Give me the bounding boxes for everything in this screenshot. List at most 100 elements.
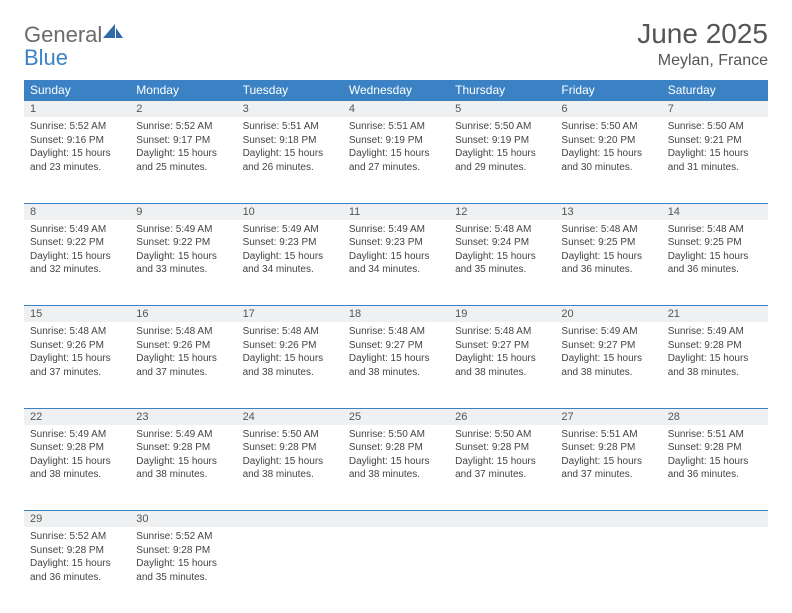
day-number: 5	[449, 101, 555, 118]
day-number: 8	[24, 203, 130, 220]
day-number: 1	[24, 101, 130, 118]
day-number: 6	[555, 101, 661, 118]
sunset-line: Sunset: 9:28 PM	[668, 441, 762, 455]
sunrise-line: Sunrise: 5:51 AM	[243, 120, 337, 134]
day-cell: Sunrise: 5:49 AMSunset: 9:28 PMDaylight:…	[24, 425, 130, 511]
brand-word-2: Blue	[24, 47, 123, 69]
sunset-line: Sunset: 9:28 PM	[136, 544, 230, 558]
weekday-header: Sunday	[24, 80, 130, 101]
day-cell: Sunrise: 5:49 AMSunset: 9:28 PMDaylight:…	[130, 425, 236, 511]
sunset-line: Sunset: 9:27 PM	[349, 339, 443, 353]
day-number: 3	[237, 101, 343, 118]
sunrise-line: Sunrise: 5:49 AM	[30, 428, 124, 442]
empty-day-number	[662, 511, 768, 528]
day-content-row: Sunrise: 5:48 AMSunset: 9:26 PMDaylight:…	[24, 322, 768, 408]
day-number: 9	[130, 203, 236, 220]
day-cell: Sunrise: 5:48 AMSunset: 9:27 PMDaylight:…	[343, 322, 449, 408]
day-number: 23	[130, 408, 236, 425]
day-number-row: 1234567	[24, 101, 768, 118]
day-cell: Sunrise: 5:50 AMSunset: 9:21 PMDaylight:…	[662, 117, 768, 203]
sunset-line: Sunset: 9:16 PM	[30, 134, 124, 148]
day-number-row: 22232425262728	[24, 408, 768, 425]
daylight-line: Daylight: 15 hours and 38 minutes.	[349, 352, 443, 379]
day-number: 21	[662, 306, 768, 323]
sunset-line: Sunset: 9:22 PM	[30, 236, 124, 250]
sunrise-line: Sunrise: 5:48 AM	[136, 325, 230, 339]
empty-day-cell	[555, 527, 661, 613]
empty-day-number	[555, 511, 661, 528]
day-content-row: Sunrise: 5:49 AMSunset: 9:22 PM Daylight:…	[24, 220, 768, 306]
daylight-line: Daylight: 15 hours and 37 minutes.	[30, 352, 124, 379]
sunrise-line: Sunrise: 5:51 AM	[561, 428, 655, 442]
daylight-line: Daylight: 15 hours and 38 minutes.	[243, 455, 337, 482]
sunset-line: Sunset: 9:28 PM	[561, 441, 655, 455]
day-number: 20	[555, 306, 661, 323]
day-number: 18	[343, 306, 449, 323]
daylight-line: Daylight: 15 hours and 36 minutes.	[30, 557, 124, 584]
daylight-line: Daylight: 15 hours and 37 minutes.	[455, 455, 549, 482]
day-cell: Sunrise: 5:50 AMSunset: 9:20 PMDaylight:…	[555, 117, 661, 203]
sunrise-line: Sunrise: 5:50 AM	[561, 120, 655, 134]
day-cell: Sunrise: 5:49 AMSunset: 9:22 PMDaylight:…	[130, 220, 236, 306]
empty-day-cell	[237, 527, 343, 613]
sunset-line: Sunset: 9:26 PM	[243, 339, 337, 353]
sunset-line: Sunset: 9:19 PM	[455, 134, 549, 148]
sunset-line: Sunset: 9:17 PM	[136, 134, 230, 148]
day-cell: Sunrise: 5:52 AMSunset: 9:28 PMDaylight:…	[24, 527, 130, 613]
sunset-line: Sunset: 9:25 PM	[561, 236, 655, 250]
day-cell: Sunrise: 5:51 AMSunset: 9:19 PMDaylight:…	[343, 117, 449, 203]
empty-day-cell	[343, 527, 449, 613]
sunrise-line: Sunrise: 5:49 AM	[561, 325, 655, 339]
sunset-line: Sunset: 9:26 PM	[30, 339, 124, 353]
sunrise-line: Sunrise: 5:50 AM	[349, 428, 443, 442]
daylight-line: Daylight: 15 hours and 36 minutes.	[668, 455, 762, 482]
daylight-line: Daylight: 15 hours and 33 minutes.	[136, 250, 230, 277]
empty-day-number	[343, 511, 449, 528]
day-number: 29	[24, 511, 130, 528]
sunrise-line: Sunrise: 5:49 AM	[30, 223, 124, 237]
sunset-line: Sunset: 9:24 PM	[455, 236, 549, 250]
sunrise-line: Sunrise: 5:48 AM	[668, 223, 762, 237]
daylight-line: Daylight: 15 hours and 26 minutes.	[243, 147, 337, 174]
sunset-line: Sunset: 9:23 PM	[243, 236, 337, 250]
daylight-line: Daylight: 15 hours and 30 minutes.	[561, 147, 655, 174]
daylight-line: Daylight: 15 hours and 23 minutes.	[30, 147, 124, 174]
day-number: 14	[662, 203, 768, 220]
day-number: 22	[24, 408, 130, 425]
day-number: 13	[555, 203, 661, 220]
brand-sail-icon	[103, 24, 123, 45]
sunset-line: Sunset: 9:23 PM	[349, 236, 443, 250]
brand-logo: General Blue	[24, 24, 123, 69]
day-cell: Sunrise: 5:51 AMSunset: 9:18 PMDaylight:…	[237, 117, 343, 203]
sunset-line: Sunset: 9:21 PM	[668, 134, 762, 148]
location-label: Meylan, France	[637, 52, 768, 70]
sunrise-line: Sunrise: 5:48 AM	[455, 223, 549, 237]
weekday-header: Saturday	[662, 80, 768, 101]
empty-day-cell	[449, 527, 555, 613]
day-cell: Sunrise: 5:52 AMSunset: 9:17 PMDaylight:…	[130, 117, 236, 203]
daylight-line: Daylight: 15 hours and 37 minutes.	[136, 352, 230, 379]
sunset-line: Sunset: 9:28 PM	[455, 441, 549, 455]
sunrise-line: Sunrise: 5:50 AM	[243, 428, 337, 442]
sunrise-line: Sunrise: 5:48 AM	[30, 325, 124, 339]
sunset-line: Sunset: 9:26 PM	[136, 339, 230, 353]
day-cell: Sunrise: 5:49 AMSunset: 9:23 PMDaylight:…	[237, 220, 343, 306]
sunrise-line: Sunrise: 5:49 AM	[136, 428, 230, 442]
empty-day-cell	[662, 527, 768, 613]
daylight-line: Daylight: 15 hours and 27 minutes.	[349, 147, 443, 174]
day-number-row: 2930	[24, 511, 768, 528]
day-number: 30	[130, 511, 236, 528]
weekday-header: Tuesday	[237, 80, 343, 101]
day-content-row: Sunrise: 5:49 AMSunset: 9:28 PMDaylight:…	[24, 425, 768, 511]
sunset-line: Sunset: 9:18 PM	[243, 134, 337, 148]
daylight-line: Daylight: 15 hours and 38 minutes.	[349, 455, 443, 482]
daylight-line: Daylight: 15 hours and 36 minutes.	[668, 250, 762, 277]
day-cell: Sunrise: 5:50 AMSunset: 9:28 PMDaylight:…	[343, 425, 449, 511]
day-cell: Sunrise: 5:48 AMSunset: 9:24 PMDaylight:…	[449, 220, 555, 306]
day-number: 25	[343, 408, 449, 425]
day-number: 15	[24, 306, 130, 323]
sunrise-line: Sunrise: 5:52 AM	[136, 530, 230, 544]
day-cell: Sunrise: 5:48 AMSunset: 9:26 PMDaylight:…	[237, 322, 343, 408]
weekday-header: Friday	[555, 80, 661, 101]
day-number: 10	[237, 203, 343, 220]
